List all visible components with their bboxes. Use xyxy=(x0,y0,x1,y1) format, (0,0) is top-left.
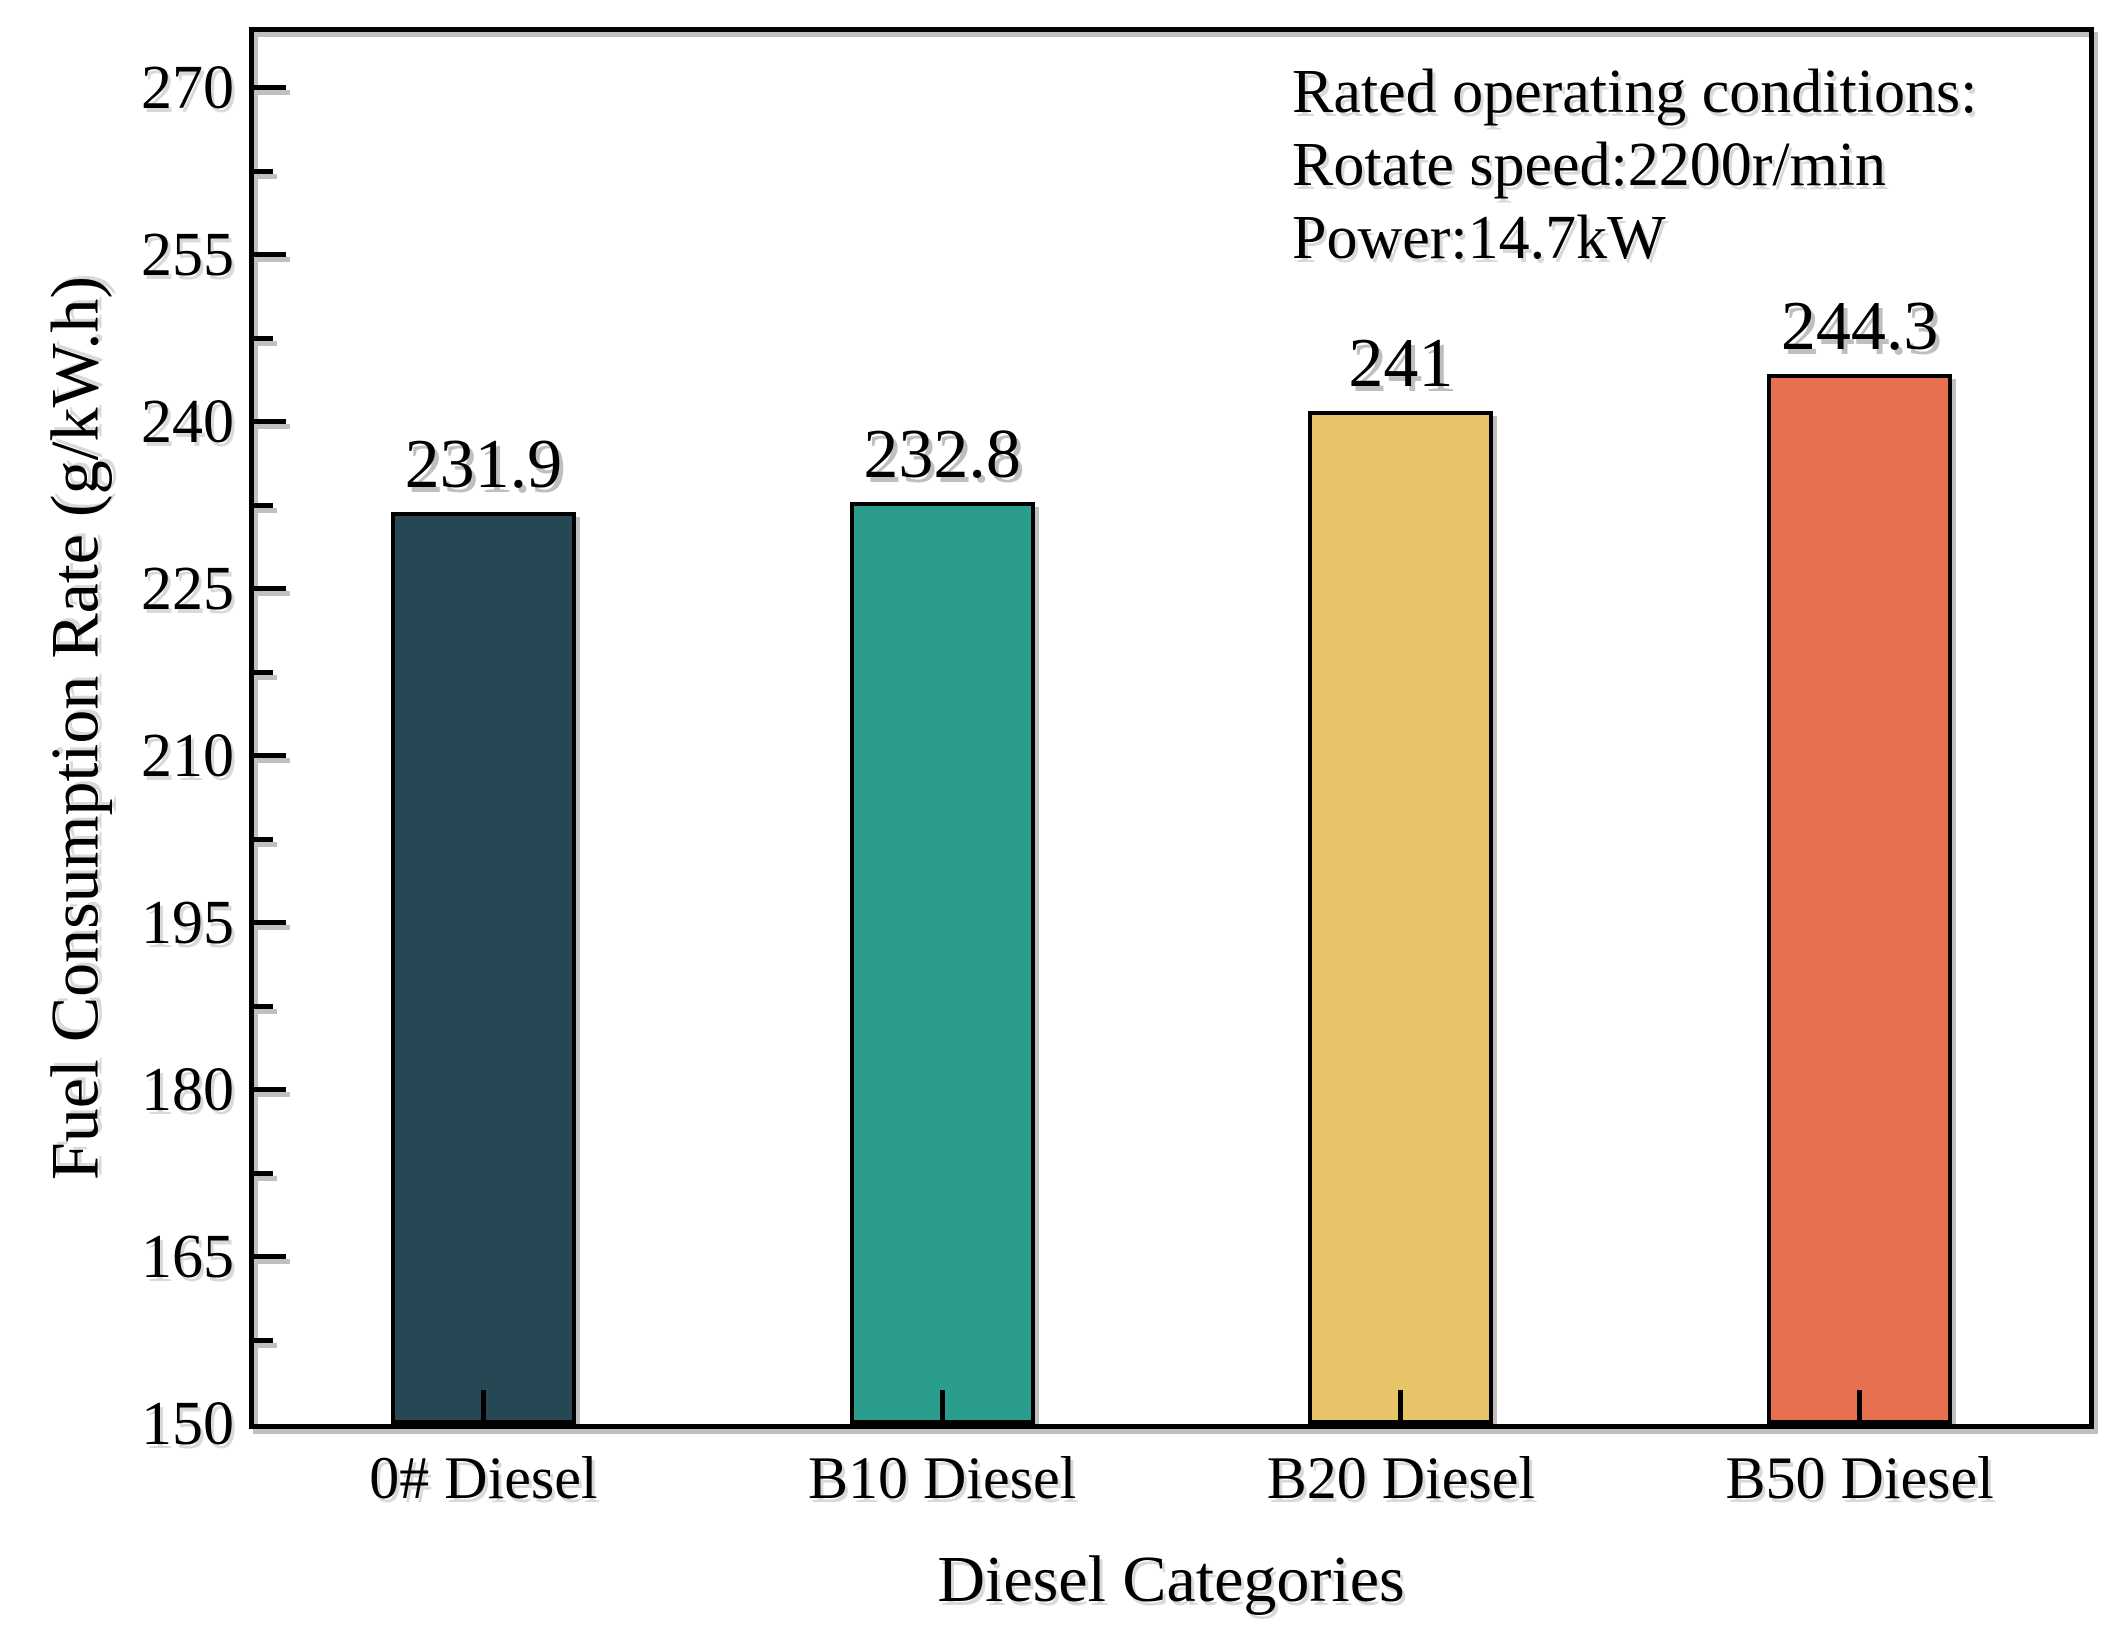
x-major-tick xyxy=(1398,1390,1404,1424)
y-major-tick xyxy=(254,920,286,926)
y-minor-tick xyxy=(254,168,273,174)
x-tick-label: 0# Diesel xyxy=(369,1445,598,1511)
y-tick-label: 270 xyxy=(141,53,234,122)
y-minor-tick xyxy=(254,836,273,842)
x-tick-label: B20 Diesel xyxy=(1266,1445,1536,1511)
y-minor-tick xyxy=(254,335,273,341)
y-minor-tick xyxy=(254,1337,273,1343)
y-tick-label: 195 xyxy=(141,888,234,957)
plot-area: 231.9 232.8 241 244.3 xyxy=(249,27,2094,1429)
bar-value-label: 232.8 xyxy=(863,415,1021,493)
y-tick-label: 240 xyxy=(141,387,234,456)
y-tick-label: 150 xyxy=(141,1390,234,1458)
x-tick-label: B10 Diesel xyxy=(807,1445,1077,1511)
y-major-tick xyxy=(254,586,286,592)
annotation-line-power: Power:14.7kW xyxy=(1292,204,1666,272)
y-tick-label: 180 xyxy=(141,1055,234,1124)
bar-value-label: 244.3 xyxy=(1780,287,1939,365)
x-major-tick xyxy=(1857,1390,1863,1424)
y-minor-tick xyxy=(254,669,273,675)
y-major-tick xyxy=(254,1254,286,1260)
x-axis-title: Diesel Categories xyxy=(937,1543,1405,1616)
y-axis-title: Fuel Consumption Rate (g/kW.h) xyxy=(36,275,113,1181)
y-major-tick xyxy=(254,419,286,425)
annotation-line-rated-conditions: Rated operating conditions: xyxy=(1292,58,1978,126)
y-tick-label: 225 xyxy=(141,554,234,623)
annotation-line-rotate-speed: Rotate speed:2200r/min xyxy=(1292,131,1887,199)
y-tick-label: 210 xyxy=(141,721,234,790)
y-minor-tick xyxy=(254,502,273,508)
x-major-tick xyxy=(939,1390,945,1424)
y-major-tick xyxy=(254,1087,286,1093)
y-major-tick xyxy=(254,252,286,258)
y-tick-label: 165 xyxy=(141,1222,234,1291)
y-axis-tick-labels: 150 165 180 195 210 225 240 255 270 xyxy=(0,27,234,1455)
y-major-tick xyxy=(254,753,286,759)
x-tick-label: B50 Diesel xyxy=(1725,1445,1994,1511)
bar-value-label: 241 xyxy=(1348,324,1454,402)
x-major-tick xyxy=(480,1390,486,1424)
y-major-tick xyxy=(254,85,286,91)
bar-b20-diesel xyxy=(1308,410,1494,1424)
bar-value-label: 231.9 xyxy=(404,425,563,503)
annotation-rated-conditions: Rated operating conditions: Rotate speed… xyxy=(1292,56,1977,275)
bar-b10-diesel xyxy=(849,501,1035,1424)
y-minor-tick xyxy=(254,1003,273,1009)
y-minor-tick xyxy=(254,1170,273,1176)
y-tick-label: 255 xyxy=(141,220,234,289)
bar-0-diesel xyxy=(390,511,576,1424)
bar-b50-diesel xyxy=(1767,373,1953,1424)
